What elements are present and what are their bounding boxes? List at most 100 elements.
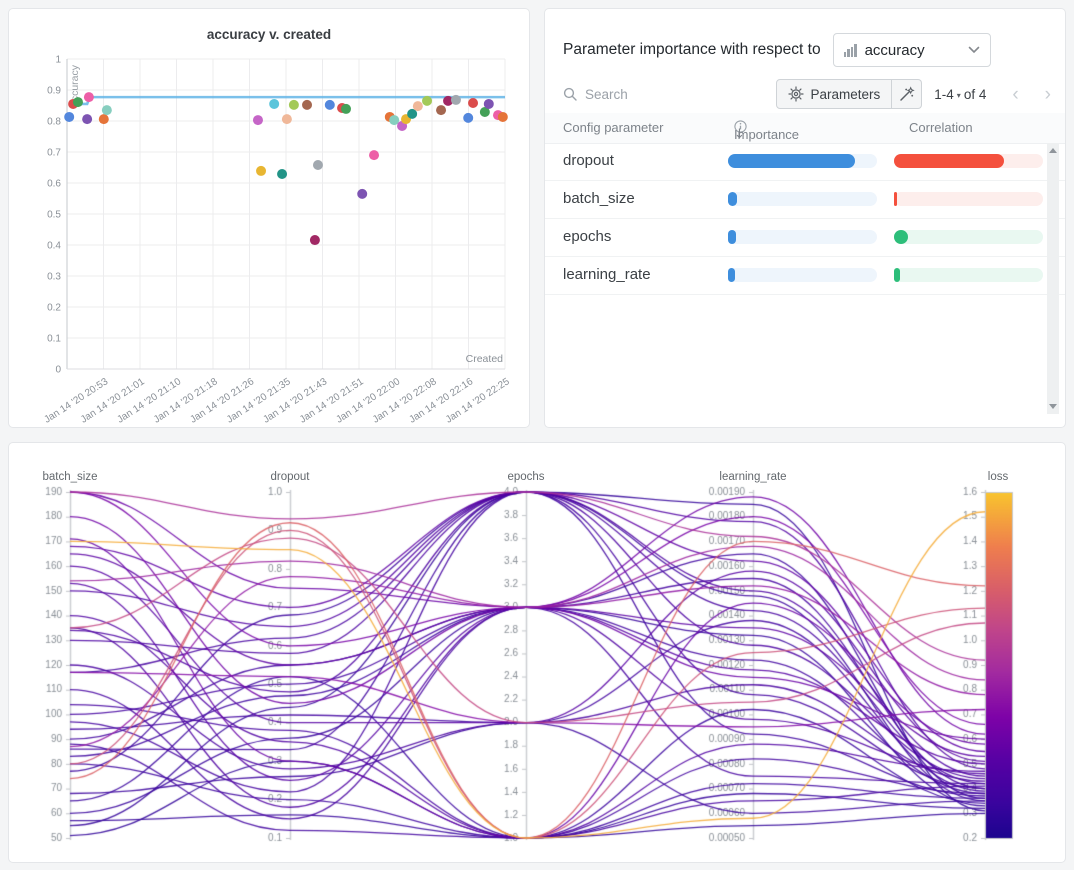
svg-text:0.2: 0.2 (47, 303, 61, 314)
prev-page-button[interactable]: ‹ (1012, 83, 1019, 105)
correlation-bar-fill (894, 192, 897, 206)
svg-text:Jan 14 '20 21:01: Jan 14 '20 21:01 (79, 376, 147, 426)
svg-text:0.3: 0.3 (47, 272, 61, 283)
config-parameter-name: batch_size (563, 190, 635, 207)
svg-text:0.7: 0.7 (47, 148, 61, 159)
metric-dropdown[interactable]: accuracy (832, 33, 991, 67)
svg-text:0: 0 (55, 365, 61, 376)
run-point[interactable] (312, 160, 323, 171)
scroll-down-icon[interactable] (1049, 404, 1057, 409)
run-point[interactable] (277, 169, 288, 180)
run-point[interactable] (468, 98, 479, 109)
run-point[interactable] (450, 94, 461, 105)
column-config-parameter[interactable]: Config parameter (563, 120, 664, 135)
gear-icon (787, 86, 804, 102)
run-point[interactable] (269, 98, 280, 109)
pagination[interactable]: 1-4 ▾ of 4 (934, 87, 986, 102)
run-point[interactable] (497, 111, 508, 122)
run-point[interactable] (324, 99, 335, 110)
search-box[interactable] (563, 85, 776, 103)
importance-controls: Parameters 1-4 ▾ of 4 ‹ › (563, 79, 1051, 109)
scatter-chart-title: accuracy v. created (206, 27, 332, 42)
pagination-of: of 4 (963, 86, 987, 102)
next-page-button[interactable]: › (1044, 83, 1051, 105)
run-point[interactable] (357, 188, 368, 199)
run-point[interactable] (309, 235, 320, 246)
run-point[interactable] (412, 101, 423, 112)
run-point[interactable] (101, 105, 112, 116)
importance-bar (728, 192, 877, 206)
svg-text:Jan 14 '20 21:26: Jan 14 '20 21:26 (188, 376, 256, 426)
run-point[interactable] (483, 98, 494, 109)
correlation-bar (894, 268, 1043, 282)
bar-chart-icon (843, 43, 857, 57)
parallel-coordinates-chart[interactable] (9, 443, 1065, 862)
svg-text:0.8: 0.8 (47, 117, 61, 128)
svg-text:0.6: 0.6 (47, 179, 61, 190)
scroll-up-icon[interactable] (1049, 148, 1057, 153)
run-point[interactable] (436, 105, 447, 116)
svg-text:Jan 14 '20 21:35: Jan 14 '20 21:35 (225, 376, 293, 426)
run-point[interactable] (302, 99, 313, 110)
svg-text:Jan 14 '20 21:51: Jan 14 '20 21:51 (298, 376, 366, 426)
svg-text:Jan 14 '20 22:25: Jan 14 '20 22:25 (444, 376, 512, 426)
config-parameter-name: learning_rate (563, 266, 651, 283)
table-row[interactable]: learning_rate (545, 257, 1065, 295)
run-point[interactable] (422, 95, 433, 106)
importance-header: Parameter importance with respect to acc… (563, 33, 1047, 67)
parameters-button[interactable]: Parameters (775, 79, 893, 109)
importance-bar-fill (728, 230, 736, 244)
table-header: Config parameter Importance ↓ Correlatio… (545, 113, 1065, 144)
correlation-bar-fill (894, 154, 1004, 168)
svg-text:0.1: 0.1 (47, 334, 61, 345)
svg-text:Jan 14 '20 22:00: Jan 14 '20 22:00 (334, 376, 402, 426)
run-point[interactable] (389, 115, 400, 126)
accuracy-vs-created-chart[interactable]: 0 0.1 0.2 0.3 0.4 0.5 0.6 0.7 0.8 0.9 1 Jan 14 '20 … (9, 9, 529, 427)
run-point[interactable] (341, 103, 352, 114)
table-row[interactable]: batch_size (545, 181, 1065, 219)
run-point[interactable] (369, 150, 380, 161)
column-correlation[interactable]: Correlation (909, 120, 973, 135)
svg-text:Jan 14 '20 20:53: Jan 14 '20 20:53 (42, 376, 110, 426)
metric-dropdown-value: accuracy (864, 41, 925, 59)
run-point[interactable] (463, 112, 474, 123)
search-input[interactable] (583, 85, 727, 103)
magic-wand-button[interactable] (892, 79, 923, 109)
run-point[interactable] (252, 115, 263, 126)
run-point[interactable] (83, 92, 94, 103)
correlation-bar (894, 154, 1043, 168)
info-icon (734, 120, 747, 133)
parallel-coordinates-panel: batch_sizedropoutepochslearning_rateloss (8, 442, 1066, 863)
run-point[interactable] (443, 95, 454, 106)
importance-bar (728, 154, 877, 168)
run-point[interactable] (98, 114, 109, 125)
run-point[interactable] (288, 99, 299, 110)
correlation-bar (894, 230, 1043, 244)
run-point[interactable] (256, 165, 267, 176)
table-scrollbar[interactable] (1047, 143, 1059, 414)
svg-text:1: 1 (55, 55, 61, 66)
run-point[interactable] (407, 108, 418, 119)
importance-bar (728, 268, 877, 282)
run-point[interactable] (479, 107, 490, 118)
pagination-caret-icon: ▾ (956, 90, 961, 100)
svg-text:0.5: 0.5 (47, 210, 61, 221)
sort-descending-icon[interactable]: ↓ (734, 127, 745, 142)
correlation-bar-fill (894, 230, 908, 244)
svg-text:Jan 14 '20 22:16: Jan 14 '20 22:16 (407, 376, 475, 426)
search-icon (563, 87, 577, 101)
column-importance[interactable]: Importance ↓ (734, 120, 799, 142)
importance-bar-fill (728, 154, 855, 168)
svg-text:Jan 14 '20 21:10: Jan 14 '20 21:10 (115, 376, 183, 426)
run-point[interactable] (82, 114, 93, 125)
run-point[interactable] (64, 111, 75, 122)
run-point[interactable] (72, 97, 83, 108)
run-point[interactable] (281, 114, 292, 125)
correlation-bar-fill (894, 268, 900, 282)
config-parameter-name: dropout (563, 152, 614, 169)
pagination-range[interactable]: 1-4 (934, 86, 954, 102)
table-row[interactable]: dropout (545, 143, 1065, 181)
svg-text:Created: Created (466, 353, 504, 365)
table-row[interactable]: epochs (545, 219, 1065, 257)
parameter-importance-panel: Parameter importance with respect to acc… (544, 8, 1066, 428)
